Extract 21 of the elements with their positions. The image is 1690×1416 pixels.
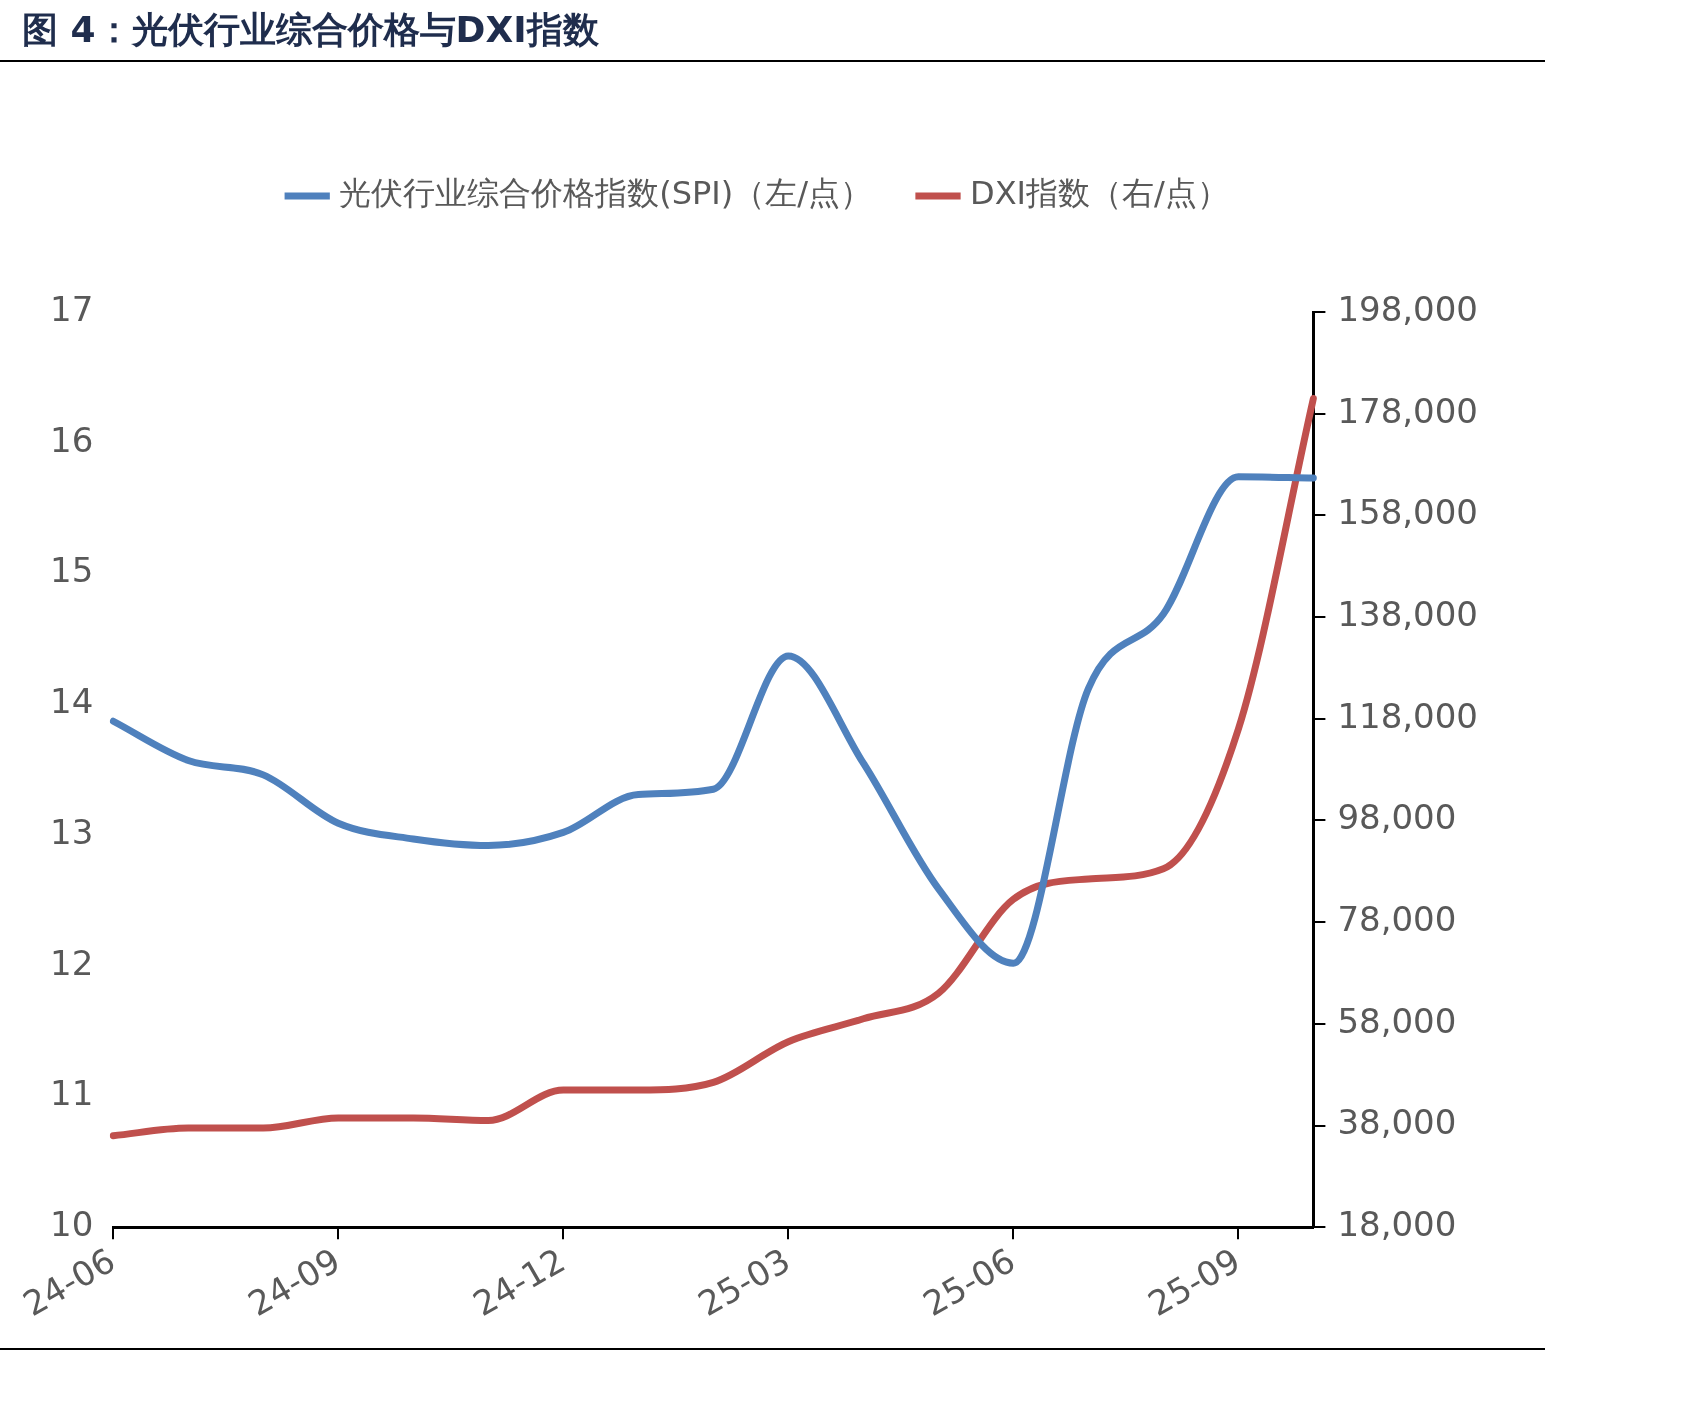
y-tick-label: 14 [50,681,94,722]
y-tick-label: 16 [50,419,94,460]
y-tick-label: 12 [50,942,94,983]
y2-tick-label: 118,000 [1337,695,1479,736]
y2-tick-label: 78,000 [1337,899,1457,940]
legend-label: 光伏行业综合价格指数(SPI)（左/点） [339,174,873,213]
y2-tick-label: 178,000 [1337,390,1479,431]
chart-title: 图 4：光伏行业综合价格与DXI指数 [22,8,599,52]
y-tick-label: 10 [50,1204,94,1245]
legend-label: DXI指数（右/点） [970,174,1229,213]
y2-tick-label: 18,000 [1337,1204,1457,1245]
y2-tick-label: 198,000 [1337,288,1479,329]
y2-tick-label: 98,000 [1337,797,1457,838]
y2-tick-label: 38,000 [1337,1102,1457,1143]
y2-tick-label: 158,000 [1337,492,1479,533]
y2-tick-label: 138,000 [1337,593,1479,634]
y-tick-label: 17 [50,288,94,329]
y-tick-label: 15 [50,550,94,591]
y2-tick-label: 58,000 [1337,1000,1457,1041]
y-tick-label: 13 [50,811,94,852]
y-tick-label: 11 [50,1073,94,1114]
